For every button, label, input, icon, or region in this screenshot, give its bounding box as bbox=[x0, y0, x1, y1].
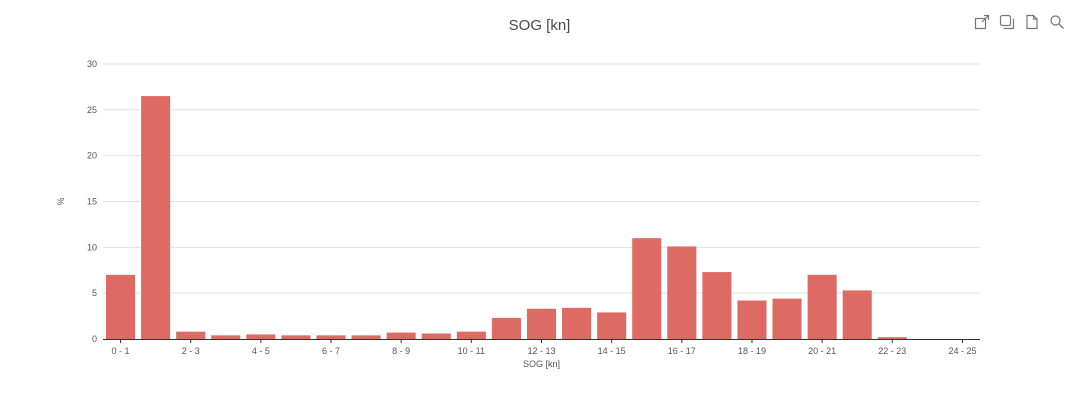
export-icon[interactable] bbox=[974, 14, 990, 30]
y-tick-label: 20 bbox=[87, 151, 97, 161]
bar[interactable] bbox=[351, 335, 381, 339]
x-tick-label: 8 - 9 bbox=[392, 346, 410, 356]
x-tick-label: 10 - 11 bbox=[458, 346, 485, 356]
x-tick-label: 18 - 19 bbox=[738, 346, 766, 356]
bar[interactable] bbox=[702, 272, 732, 339]
gridlines bbox=[103, 63, 980, 294]
bar[interactable] bbox=[807, 274, 837, 339]
bar[interactable] bbox=[141, 96, 171, 339]
bar[interactable] bbox=[842, 290, 872, 339]
bars bbox=[106, 96, 907, 339]
x-tick-label: 20 - 21 bbox=[808, 346, 836, 356]
bar[interactable] bbox=[211, 335, 241, 339]
bar[interactable] bbox=[737, 300, 767, 340]
bar[interactable] bbox=[246, 334, 276, 339]
x-tick-label: 0 - 1 bbox=[112, 346, 130, 356]
y-axis-title: % bbox=[56, 197, 66, 205]
y-tick-label: 0 bbox=[92, 334, 97, 344]
bar[interactable] bbox=[597, 312, 627, 339]
chart-toolbar bbox=[974, 14, 1065, 30]
y-tick-label: 25 bbox=[87, 105, 97, 115]
x-tick-label: 24 - 25 bbox=[948, 346, 976, 356]
x-tick-label: 6 - 7 bbox=[322, 346, 340, 356]
bar[interactable] bbox=[491, 317, 521, 339]
bar[interactable] bbox=[877, 337, 907, 339]
bar[interactable] bbox=[667, 246, 697, 339]
bar[interactable] bbox=[176, 331, 206, 339]
y-tick-label: 10 bbox=[87, 242, 97, 252]
x-tick-label: 2 - 3 bbox=[182, 346, 200, 356]
y-tick-label: 5 bbox=[92, 288, 97, 298]
y-tick-label: 15 bbox=[87, 197, 97, 207]
search-icon[interactable] bbox=[1049, 14, 1065, 30]
bar[interactable] bbox=[562, 307, 592, 339]
y-tick-label: 30 bbox=[87, 59, 97, 69]
x-axis: 0 - 1 2 - 3 4 - 5 6 - 7 8 - 9 10 - 11 12 - 13 1… bbox=[103, 339, 980, 356]
bar[interactable] bbox=[316, 335, 346, 339]
bar[interactable] bbox=[421, 333, 451, 340]
x-axis-title: SOG [kn] bbox=[523, 359, 560, 369]
x-tick-label: 4 - 5 bbox=[252, 346, 270, 356]
bar[interactable] bbox=[106, 274, 136, 339]
file-icon[interactable] bbox=[1024, 14, 1040, 30]
copy-icon[interactable] bbox=[999, 14, 1015, 30]
x-tick-label: 14 - 15 bbox=[598, 346, 626, 356]
bar[interactable] bbox=[526, 308, 557, 339]
x-tick-label: 16 - 17 bbox=[668, 346, 696, 356]
y-axis: 0 5 10 15 20 25 30 bbox=[87, 59, 97, 344]
bar[interactable] bbox=[281, 335, 311, 339]
bar[interactable] bbox=[772, 298, 802, 339]
x-tick-label: 22 - 23 bbox=[878, 346, 906, 356]
bar[interactable] bbox=[386, 332, 416, 339]
x-tick-label: 12 - 13 bbox=[527, 346, 555, 356]
bar[interactable] bbox=[456, 331, 486, 339]
chart-title: SOG [kn] bbox=[508, 17, 571, 34]
bar[interactable] bbox=[632, 238, 662, 339]
